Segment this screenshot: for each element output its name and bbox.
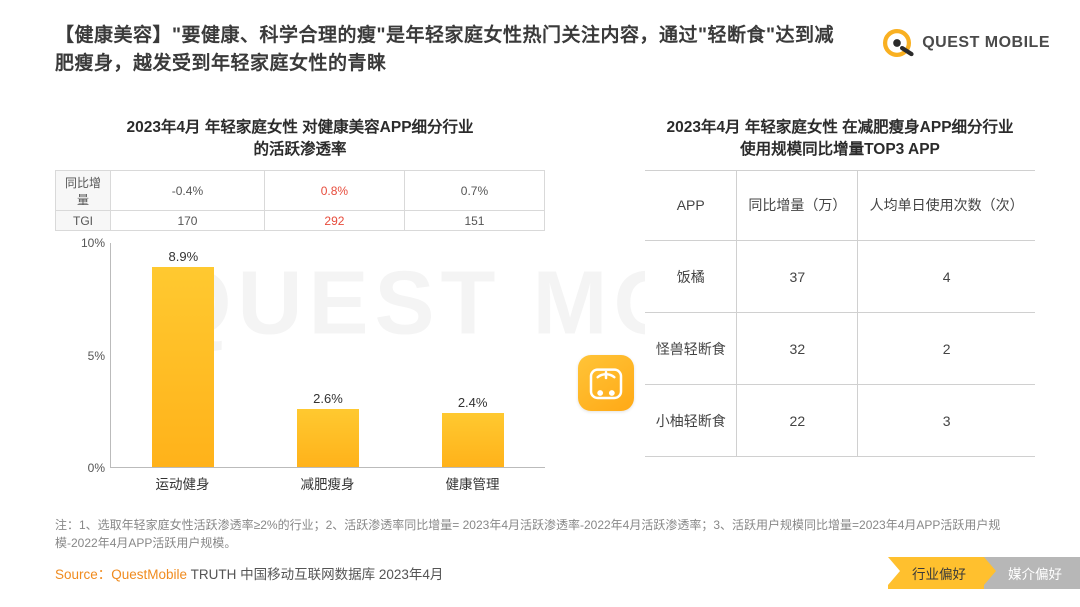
table-header-row: APP 同比增量（万） 人均单日使用次数（次） (645, 171, 1035, 241)
cell-highlight: 292 (264, 211, 404, 231)
weight-scale-icon (578, 355, 634, 411)
col-app: APP (645, 171, 737, 241)
table-cell: 怪兽轻断食 (645, 313, 737, 385)
x-axis-labels: 运动健身减肥瘦身健康管理 (110, 473, 545, 493)
table-cell: 4 (858, 241, 1035, 313)
bar-wrap: 2.4% (400, 243, 545, 467)
penetration-bar-chart: 8.9% 2.6% 2.4% 运动健身减肥瘦身健康管理 0% 5% 10% (55, 233, 545, 493)
bar-wrap: 8.9% (111, 243, 256, 467)
table-cell: 3 (858, 385, 1035, 457)
logo-text: QUEST MOBILE (922, 34, 1050, 52)
page-title: 【健康美容】"要健康、科学合理的瘦"是年轻家庭女性热门关注内容，通过"轻断食"达… (55, 22, 845, 77)
source-label: Source： (55, 567, 111, 582)
table-cell: 饭橘 (645, 241, 737, 313)
source-rest: TRUTH 中国移动互联网数据库 2023年4月 (187, 567, 443, 582)
right-section-title: 2023年4月 年轻家庭女性 在减肥瘦身APP细分行业 使用规模同比增量TOP3… (645, 117, 1035, 160)
table-cell: 37 (737, 241, 858, 313)
x-axis-label: 减肥瘦身 (255, 473, 400, 493)
col-usage: 人均单日使用次数（次） (858, 171, 1035, 241)
source-text: Source：QuestMobile TRUTH 中国移动互联网数据库 2023… (55, 563, 443, 583)
footnote-text: 注：1、选取年轻家庭女性活跃渗透率≥2%的行业；2、活跃渗透率同比增量= 202… (55, 516, 1035, 552)
table-row: 同比增量 -0.4% 0.8% 0.7% (56, 171, 545, 211)
cell-highlight: 0.8% (264, 171, 404, 211)
table-row: 小柚轻断食223 (645, 385, 1035, 457)
bar (442, 413, 504, 467)
left-section-title: 2023年4月 年轻家庭女性 对健康美容APP细分行业 的活跃渗透率 (55, 117, 545, 160)
table-row: 怪兽轻断食322 (645, 313, 1035, 385)
table-cell: 22 (737, 385, 858, 457)
source-row: Source：QuestMobile TRUTH 中国移动互联网数据库 2023… (55, 557, 1080, 589)
table-row: 饭橘374 (645, 241, 1035, 313)
tag-industry-preference[interactable]: 行业偏好 (888, 557, 984, 589)
bar-value-label: 8.9% (169, 249, 199, 264)
table-cell: 32 (737, 313, 858, 385)
plot-area: 8.9% 2.6% 2.4% (110, 243, 545, 468)
cell: 170 (111, 211, 265, 231)
y-axis-tick-label: 5% (88, 349, 105, 363)
cell: 151 (404, 211, 544, 231)
top3-app-table: APP 同比增量（万） 人均单日使用次数（次） 饭橘374怪兽轻断食322小柚轻… (645, 170, 1035, 457)
source-brand: QuestMobile (111, 567, 187, 582)
bar-wrap: 2.6% (256, 243, 401, 467)
cell: -0.4% (111, 171, 265, 211)
footer-tags: 行业偏好 媒介偏好 (888, 557, 1080, 589)
row-head-tgi: TGI (56, 211, 111, 231)
mini-summary-table: 同比增量 -0.4% 0.8% 0.7% TGI 170 292 151 (55, 170, 545, 231)
row-head-delta: 同比增量 (56, 171, 111, 211)
brand-logo: QUEST MOBILE (880, 26, 1050, 60)
bar (152, 267, 214, 467)
table-row: TGI 170 292 151 (56, 211, 545, 231)
col-delta: 同比增量（万） (737, 171, 858, 241)
x-axis-label: 健康管理 (400, 473, 545, 493)
y-axis-tick-label: 0% (88, 461, 105, 475)
table-cell: 2 (858, 313, 1035, 385)
right-column: 2023年4月 年轻家庭女性 在减肥瘦身APP细分行业 使用规模同比增量TOP3… (585, 117, 1035, 493)
page-header: 【健康美容】"要健康、科学合理的瘦"是年轻家庭女性热门关注内容，通过"轻断食"达… (0, 0, 1080, 77)
y-axis-tick-label: 10% (81, 236, 105, 250)
bar-value-label: 2.4% (458, 395, 488, 410)
cell: 0.7% (404, 171, 544, 211)
tag-media-preference[interactable]: 媒介偏好 (984, 557, 1080, 589)
table-cell: 小柚轻断食 (645, 385, 737, 457)
bars-container: 8.9% 2.6% 2.4% (111, 243, 545, 467)
logo-q-icon (880, 26, 914, 60)
bar (297, 409, 359, 468)
bar-value-label: 2.6% (313, 391, 343, 406)
left-column: 2023年4月 年轻家庭女性 对健康美容APP细分行业 的活跃渗透率 同比增量 … (55, 117, 545, 493)
x-axis-label: 运动健身 (110, 473, 255, 493)
content-area: 2023年4月 年轻家庭女性 对健康美容APP细分行业 的活跃渗透率 同比增量 … (0, 77, 1080, 493)
